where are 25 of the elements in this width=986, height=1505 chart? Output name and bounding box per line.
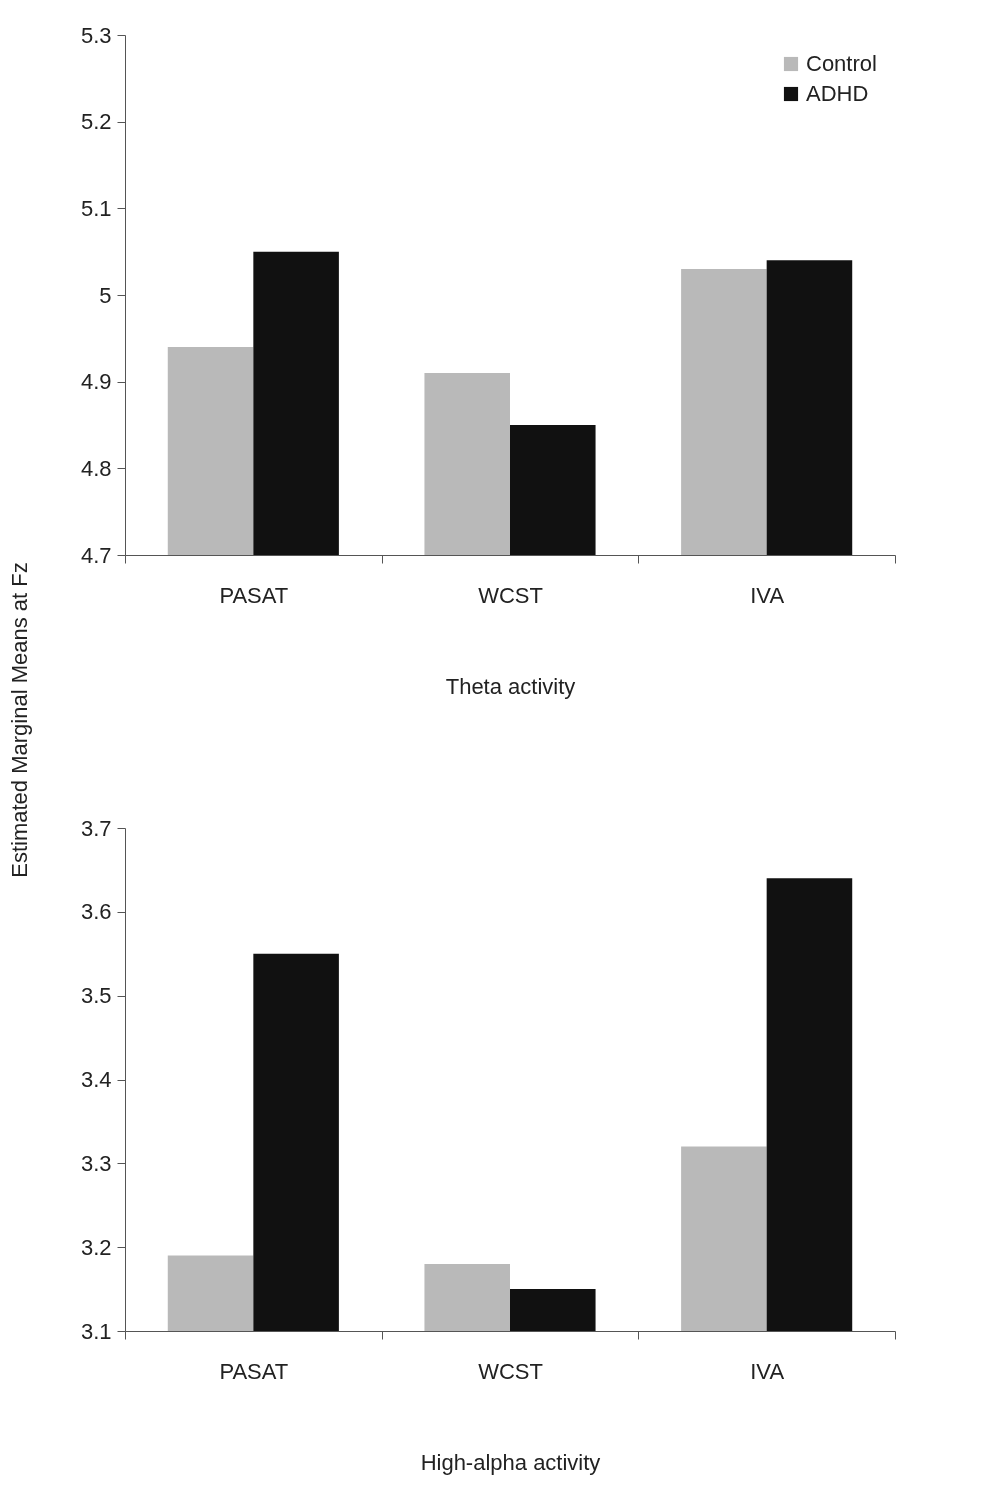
x-axis-title: Theta activity — [445, 673, 576, 699]
legend-label: ADHD — [806, 81, 869, 106]
x-tick-label: WCST — [478, 1358, 543, 1384]
x-tick-label: PASAT — [219, 582, 289, 608]
y-tick-label: 3.5 — [80, 983, 112, 1009]
y-tick-label: 3.4 — [80, 1067, 112, 1092]
y-tick-label: 3.7 — [80, 815, 112, 841]
y-tick-label: 4.9 — [80, 369, 112, 395]
y-tick-label: 5.2 — [80, 109, 112, 135]
y-tick-label: 5 — [99, 282, 112, 308]
y-axis-title: Estimated Marginal Means at Fz — [7, 562, 33, 878]
y-tick-label: 4.7 — [80, 542, 112, 568]
x-axis-title: High-alpha activity — [420, 1449, 601, 1475]
x-tick-label: WCST — [478, 582, 543, 608]
legend-label: Control — [806, 51, 877, 76]
x-tick-label: IVA — [750, 582, 785, 608]
y-tick-label: 5.1 — [80, 195, 112, 221]
y-tick-label: 3.6 — [80, 899, 112, 925]
x-tick-label: IVA — [750, 1358, 785, 1384]
x-tick-label: PASAT — [219, 1358, 289, 1384]
y-tick-label: 4.8 — [80, 455, 112, 481]
y-tick-label: 3.2 — [80, 1234, 112, 1260]
y-tick-label: 3.3 — [80, 1150, 112, 1176]
y-tick-label: 5.3 — [80, 22, 112, 48]
y-tick-label: 3.1 — [80, 1318, 112, 1344]
